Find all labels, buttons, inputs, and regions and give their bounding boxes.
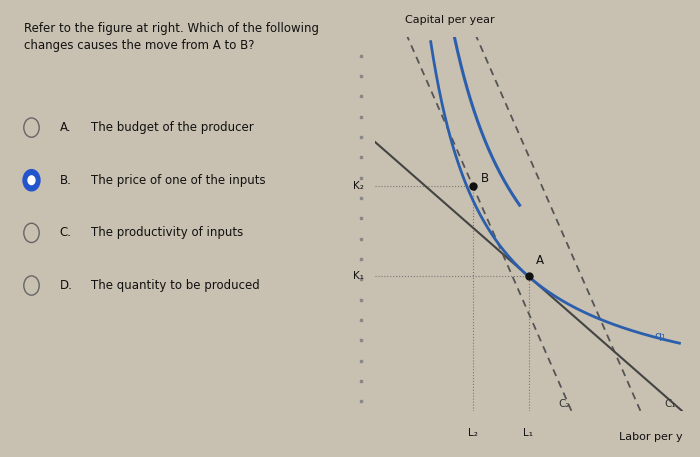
Text: A.: A. [60,121,71,134]
Text: The productivity of inputs: The productivity of inputs [91,226,244,239]
Text: L₂: L₂ [468,428,478,438]
Text: The budget of the producer: The budget of the producer [91,121,253,134]
Text: C₁: C₁ [665,399,676,409]
Text: q₁: q₁ [654,331,666,341]
Text: A: A [536,254,544,267]
Text: D.: D. [60,279,72,292]
Text: Refer to the figure at right. Which of the following
changes causes the move fro: Refer to the figure at right. Which of t… [25,22,319,52]
Text: The price of one of the inputs: The price of one of the inputs [91,174,265,187]
Text: K₂: K₂ [353,181,364,191]
Text: Labor per y: Labor per y [619,432,682,442]
Text: L₁: L₁ [524,428,533,438]
Text: C₂: C₂ [559,399,570,409]
Text: B: B [481,171,489,185]
Text: C.: C. [60,226,71,239]
Text: The quantity to be produced: The quantity to be produced [91,279,260,292]
Text: B.: B. [60,174,71,187]
Text: K₁: K₁ [353,271,364,282]
Text: Capital per year: Capital per year [405,16,495,25]
Circle shape [23,170,40,191]
Circle shape [28,176,35,185]
